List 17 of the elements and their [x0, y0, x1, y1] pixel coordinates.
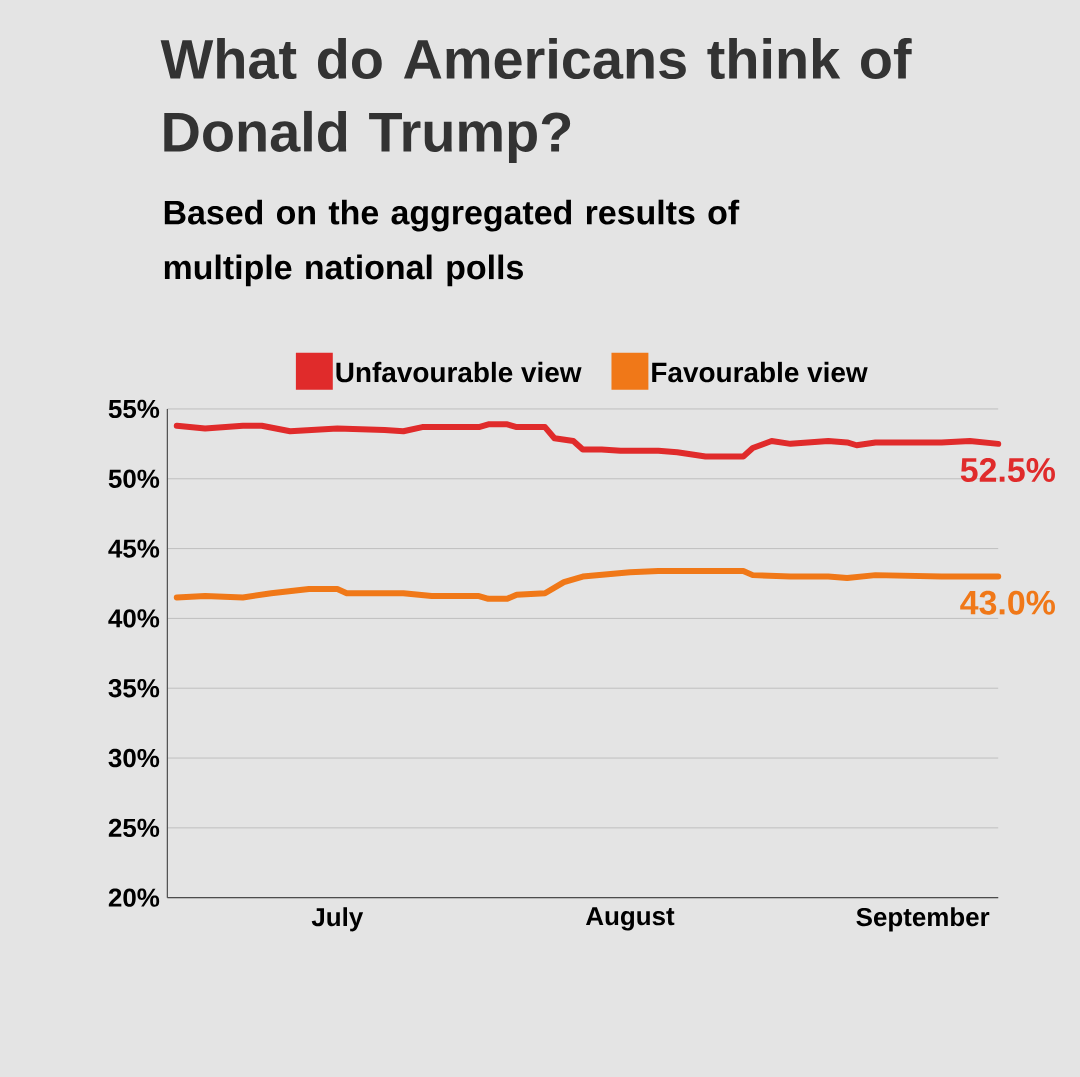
chart-title: What do Americans think of Donald Trump? [160, 37, 912, 163]
annotation: 43.0% [960, 590, 1055, 615]
x-tick-label: July [311, 907, 364, 932]
legend-label: Unfavourable view [336, 361, 582, 383]
y-tick-label: 30% [108, 748, 160, 768]
y-tick-label: 40% [108, 609, 160, 628]
y-tick-label: 25% [108, 818, 160, 837]
y-tick-label: 50% [108, 469, 160, 488]
annotation: 52.5% [960, 457, 1055, 482]
x-tick-label: September [856, 907, 990, 932]
y-tick-label: 45% [108, 539, 160, 558]
x-tick-label: August [585, 907, 675, 931]
y-tick-label: 35% [108, 678, 160, 698]
y-tick-label: 20% [108, 888, 160, 907]
y-tick-label: 55% [108, 399, 160, 418]
legend-label: Favourable view [652, 361, 868, 383]
chart-subtitle: Based on the aggregated results of multiple national polls [164, 199, 740, 287]
